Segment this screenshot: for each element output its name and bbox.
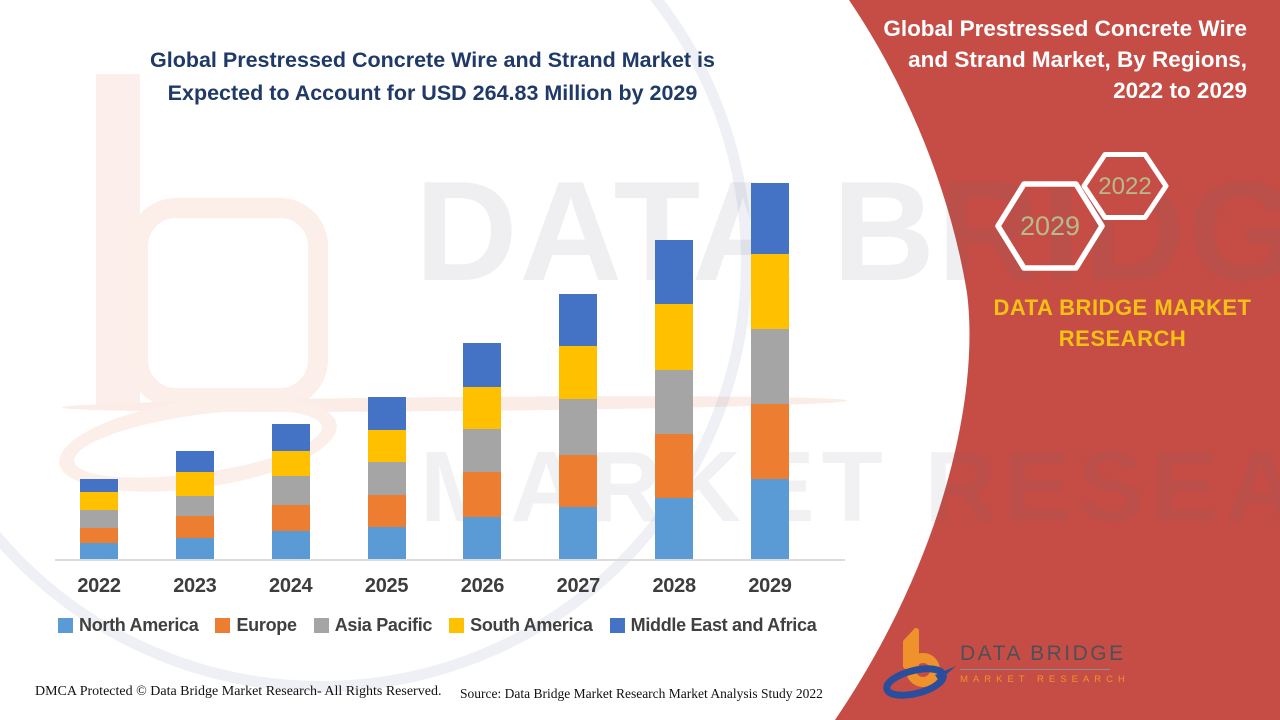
- bar-segment-2029-europe: [750, 403, 789, 479]
- side-panel-title-line2: and Strand Market, By Regions,: [908, 47, 1247, 72]
- bar-segment-2024-europe: [271, 504, 310, 532]
- databridge-logo-text: DATA BRIDGE MARKET RESEARCH: [960, 642, 1130, 685]
- footer-dmca-text: DMCA Protected © Data Bridge Market Rese…: [35, 684, 442, 699]
- bar-segment-2022-asia-pacific: [80, 509, 118, 528]
- x-axis-label-2027: 2027: [556, 575, 601, 597]
- bar-segment-2024-south-america: [271, 450, 310, 477]
- legend-swatch-icon: [58, 618, 73, 633]
- bar-segment-2027-europe: [559, 455, 598, 508]
- bar-2028: [655, 240, 694, 559]
- bar-segment-2026-south-america: [463, 387, 502, 430]
- x-axis-label-2028: 2028: [652, 575, 696, 597]
- bar-segment-2022-europe: [80, 527, 118, 543]
- x-axis-label-2029: 2029: [748, 575, 792, 597]
- bar-segment-2029-north-america: [750, 478, 789, 559]
- legend-label: Asia Pacific: [334, 615, 433, 635]
- bar-2025: [367, 397, 406, 559]
- bar-segment-2025-europe: [367, 494, 406, 528]
- bar-segment-2023-middle-east-and-africa: [175, 451, 214, 472]
- x-axis-label-2025: 2025: [364, 575, 409, 597]
- bar-segment-2023-europe: [175, 515, 214, 538]
- bar-2029: [750, 183, 789, 559]
- databridge-logo-tagline: MARKET RESEARCH: [960, 674, 1130, 685]
- bar-segment-2027-asia-pacific: [559, 399, 598, 456]
- legend-swatch-icon: [215, 618, 231, 633]
- x-axis-label-2026: 2026: [460, 575, 505, 597]
- side-panel-title-line1: Global Prestressed Concrete Wire: [883, 16, 1247, 41]
- bar-segment-2028-middle-east-and-africa: [655, 240, 694, 305]
- hexagon-small-label: 2022: [1098, 173, 1151, 200]
- bar-segment-2026-middle-east-and-africa: [463, 343, 502, 388]
- bar-2022: [80, 478, 118, 559]
- bar-segment-2025-asia-pacific: [367, 462, 406, 495]
- bar-segment-2028-north-america: [655, 497, 694, 559]
- databridge-logo-rule: [960, 669, 1110, 670]
- x-axis-line: [55, 559, 845, 561]
- legend-item-south-america: South America: [449, 615, 593, 636]
- bar-segment-2022-south-america: [80, 492, 118, 510]
- hexagon-large-label: 2029: [1020, 211, 1080, 241]
- bar-segment-2028-south-america: [655, 304, 694, 370]
- side-panel-brand-text: DATA BRIDGE MARKET RESEARCH: [993, 295, 1252, 351]
- bar-segment-2026-asia-pacific: [463, 429, 502, 472]
- chart-title-line2: Expected to Account for USD 264.83 Milli…: [167, 81, 698, 105]
- bar-segment-2027-middle-east-and-africa: [559, 293, 598, 346]
- bar-segment-2029-middle-east-and-africa: [750, 183, 789, 255]
- databridge-logo-name: DATA BRIDGE: [960, 642, 1126, 665]
- bar-segment-2029-asia-pacific: [750, 328, 789, 404]
- bar-segment-2026-europe: [463, 471, 502, 517]
- bar-2024: [271, 423, 310, 559]
- bar-segment-2023-asia-pacific: [175, 496, 214, 516]
- bar-segment-2028-europe: [655, 433, 694, 498]
- legend-label: Middle East and Africa: [630, 615, 817, 635]
- bar-2027: [559, 293, 598, 559]
- chart-title: Global Prestressed Concrete Wire and Str…: [75, 44, 790, 110]
- x-axis-label-2023: 2023: [173, 575, 217, 597]
- chart-legend: North America Europe Asia Pacific South Ame…: [58, 615, 817, 636]
- bar-segment-2025-north-america: [367, 527, 406, 559]
- legend-item-europe: Europe: [215, 615, 297, 636]
- legend-swatch-icon: [449, 618, 465, 633]
- bar-segment-2026-north-america: [463, 516, 502, 559]
- bar-segment-2027-south-america: [559, 345, 598, 400]
- legend-label: South America: [470, 615, 593, 635]
- bar-segment-2027-north-america: [559, 507, 598, 559]
- legend-label: Europe: [236, 615, 297, 635]
- side-panel-title: Global Prestressed Concrete Wire and Str…: [860, 13, 1247, 106]
- bar-segment-2025-south-america: [367, 429, 406, 463]
- bar-segment-2023-south-america: [175, 471, 214, 497]
- bar-segment-2022-middle-east-and-africa: [80, 478, 118, 493]
- legend-item-asia-pacific: Asia Pacific: [313, 615, 433, 636]
- x-axis-label-2022: 2022: [77, 575, 121, 597]
- bar-segment-2023-north-america: [175, 537, 214, 559]
- bar-2026: [463, 343, 502, 559]
- hexagon-small: [1081, 152, 1169, 220]
- bar-segment-2025-middle-east-and-africa: [367, 397, 406, 430]
- legend-swatch-icon: [609, 618, 625, 633]
- bar-segment-2022-north-america: [80, 542, 118, 559]
- side-panel-title-line3: 2022 to 2029: [1113, 78, 1247, 103]
- bar-segment-2029-south-america: [750, 254, 789, 329]
- hexagon-large: [995, 181, 1105, 271]
- legend-item-middle-east-and-africa: Middle East and Africa: [609, 615, 817, 636]
- bar-segment-2024-north-america: [271, 531, 310, 559]
- bar-segment-2024-middle-east-and-africa: [271, 423, 310, 451]
- x-axis-label-2024: 2024: [269, 575, 313, 597]
- bar-segment-2024-asia-pacific: [271, 476, 310, 505]
- chart-title-line1: Global Prestressed Concrete Wire and Str…: [150, 48, 715, 72]
- databridge-logo: DATA BRIDGE MARKET RESEARCH: [882, 624, 1130, 700]
- bar-segment-2028-asia-pacific: [655, 369, 694, 434]
- databridge-logo-icon: [883, 628, 956, 699]
- legend-swatch-icon: [313, 618, 329, 633]
- bar-2023: [175, 451, 214, 559]
- footer-source-text: Source: Data Bridge Market Research Mark…: [460, 686, 823, 701]
- legend-item-north-america: North America: [58, 615, 199, 636]
- legend-label: North America: [79, 615, 199, 635]
